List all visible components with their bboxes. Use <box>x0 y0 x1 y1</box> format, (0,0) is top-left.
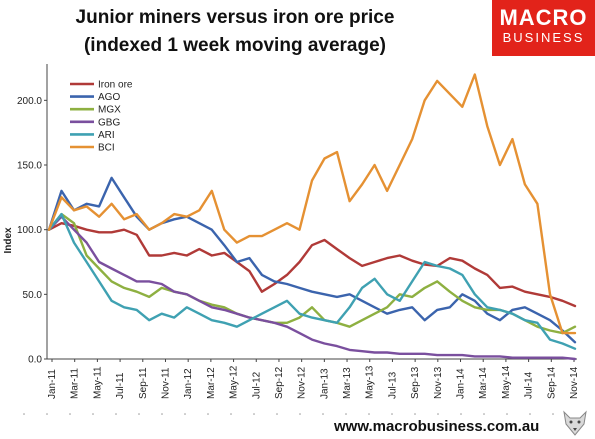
footer-dot <box>23 413 25 415</box>
chart-title-line2: (indexed 1 week moving average) <box>83 35 386 56</box>
x-tick-label: Jan-11 <box>47 369 58 399</box>
wolf-icon <box>563 410 587 436</box>
footer-dot <box>69 413 71 415</box>
x-tick-label: Jan-12 <box>183 368 194 399</box>
logo-line1: MACRO <box>499 5 588 30</box>
footer-dot <box>253 413 255 415</box>
x-tick-label: Sep-14 <box>546 366 557 399</box>
y-tick-label: 0.0 <box>28 355 42 366</box>
series-line-bci <box>47 73 577 335</box>
legend-label-bci: BCI <box>98 143 115 154</box>
x-tick-label: Mar-12 <box>206 367 217 399</box>
footer-dot <box>92 413 94 415</box>
x-tick-label: Sep-12 <box>274 366 285 399</box>
footer-dot <box>276 413 278 415</box>
series-line-gbg <box>47 215 577 361</box>
footer-dot <box>414 413 416 415</box>
footer-dot <box>529 413 531 415</box>
footer-dot <box>161 413 163 415</box>
series-line-mgx <box>47 212 577 335</box>
x-tick-label: Sep-13 <box>410 366 421 399</box>
x-tick-label: Jan-14 <box>456 368 467 399</box>
y-tick-label: 200.0 <box>17 96 42 107</box>
legend-label-iron-ore: Iron ore <box>98 80 133 91</box>
footer-dot <box>437 413 439 415</box>
y-tick-label: 100.0 <box>17 225 42 236</box>
x-tick-label: Sep-11 <box>138 367 149 399</box>
y-axis-label: Index <box>3 227 14 254</box>
footer-dot <box>184 413 186 415</box>
footer-url: www.macrobusiness.com.au <box>334 418 540 435</box>
x-tick-label: May-12 <box>229 365 240 399</box>
x-tick-label: Nov-13 <box>433 366 444 399</box>
x-tick-label: May-11 <box>92 366 103 399</box>
x-tick-label: May-14 <box>501 365 512 399</box>
x-tick-label: Jul-13 <box>387 371 398 399</box>
x-tick-label: Jul-11 <box>115 372 126 399</box>
x-tick-label: Nov-14 <box>569 366 580 399</box>
legend-label-mgx: MGX <box>98 105 121 116</box>
footer-dot <box>391 413 393 415</box>
y-tick-label: 150.0 <box>17 161 42 172</box>
legend-label-ari: ARI <box>98 130 115 141</box>
chart-title-line1: Junior miners versus iron ore price <box>75 7 395 28</box>
legend-label-gbg: GBG <box>98 117 120 128</box>
x-tick-label: Nov-12 <box>297 366 308 399</box>
footer-dot <box>506 413 508 415</box>
series-line-ari <box>47 212 577 350</box>
footer-dot <box>345 413 347 415</box>
footer-dot <box>322 413 324 415</box>
x-tick-label: Mar-14 <box>478 367 489 399</box>
x-tick-label: Jan-13 <box>319 368 330 399</box>
footer-dot <box>483 413 485 415</box>
x-tick-label: Nov-11 <box>160 367 171 399</box>
footer-dot <box>138 413 140 415</box>
x-tick-label: Mar-11 <box>70 368 81 399</box>
footer-dot <box>230 413 232 415</box>
footer-dot <box>460 413 462 415</box>
footer-dot <box>207 413 209 415</box>
macrobusiness-logo: MACRO BUSINESS <box>492 0 595 56</box>
legend-label-ago: AGO <box>98 92 120 103</box>
series-line-ago <box>47 176 577 344</box>
logo-line2: BUSINESS <box>502 30 585 45</box>
y-tick-label: 50.0 <box>23 290 43 301</box>
footer-dot <box>368 413 370 415</box>
footer-dot <box>115 413 117 415</box>
footer-dot <box>46 413 48 415</box>
x-tick-label: Jul-12 <box>251 371 262 399</box>
x-tick-label: May-13 <box>365 365 376 399</box>
footer-dot <box>299 413 301 415</box>
x-tick-label: Mar-13 <box>342 367 353 399</box>
series-line-iron-ore <box>47 221 577 308</box>
footer-dot <box>552 413 554 415</box>
x-tick-label: Jul-14 <box>524 371 535 399</box>
